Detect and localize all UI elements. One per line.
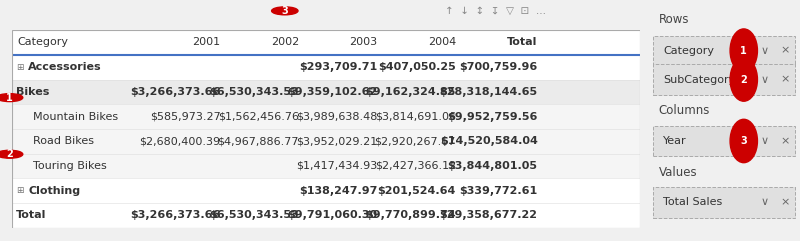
FancyBboxPatch shape	[12, 30, 640, 55]
Text: ×: ×	[780, 197, 790, 208]
Text: $201,524.64: $201,524.64	[378, 186, 456, 196]
Text: $138,247.97: $138,247.97	[299, 186, 378, 196]
Text: $3,989,638.48: $3,989,638.48	[296, 112, 378, 121]
FancyBboxPatch shape	[653, 126, 795, 156]
Text: $2,680,400.39: $2,680,400.39	[139, 136, 221, 146]
FancyBboxPatch shape	[12, 55, 640, 80]
Text: Bikes: Bikes	[16, 87, 49, 97]
Text: 2: 2	[740, 74, 747, 85]
Text: $3,266,373.66: $3,266,373.66	[130, 210, 221, 220]
Text: $9,162,324.85: $9,162,324.85	[366, 87, 456, 97]
Text: Total: Total	[16, 210, 46, 220]
Text: $3,814,691.06: $3,814,691.06	[375, 112, 456, 121]
Text: Mountain Bikes: Mountain Bikes	[34, 112, 118, 121]
Text: Touring Bikes: Touring Bikes	[34, 161, 107, 171]
Text: Year: Year	[663, 136, 687, 146]
Text: 2001: 2001	[192, 38, 221, 47]
Text: 2003: 2003	[350, 38, 378, 47]
Text: $6,530,343.53: $6,530,343.53	[210, 210, 299, 220]
Text: Rows: Rows	[658, 13, 689, 26]
Text: $9,770,899.74: $9,770,899.74	[366, 210, 456, 220]
Text: $6,530,343.53: $6,530,343.53	[210, 87, 299, 97]
FancyBboxPatch shape	[12, 203, 640, 228]
Text: ∨: ∨	[761, 74, 769, 85]
Text: $2,920,267.67: $2,920,267.67	[374, 136, 456, 146]
Circle shape	[730, 119, 758, 163]
Text: $1,562,456.76: $1,562,456.76	[218, 112, 299, 121]
Text: Road Bikes: Road Bikes	[34, 136, 94, 146]
Text: Clothing: Clothing	[28, 186, 81, 196]
Text: ∨: ∨	[761, 136, 769, 146]
Circle shape	[730, 29, 758, 72]
Text: ∨: ∨	[761, 197, 769, 208]
Text: $4,967,886.77: $4,967,886.77	[218, 136, 299, 146]
Text: ↑  ↓  ↕  ↧  ▽  ⊡  …: ↑ ↓ ↕ ↧ ▽ ⊡ …	[446, 6, 546, 16]
Text: 1: 1	[740, 46, 747, 56]
Text: ×: ×	[780, 74, 790, 85]
FancyBboxPatch shape	[12, 80, 640, 104]
Text: Columns: Columns	[658, 104, 710, 117]
Text: $14,520,584.04: $14,520,584.04	[440, 136, 538, 146]
Text: 2002: 2002	[270, 38, 299, 47]
Text: ×: ×	[780, 46, 790, 56]
Text: $585,973.27: $585,973.27	[150, 112, 221, 121]
Text: ⊞: ⊞	[16, 186, 23, 195]
Text: 2004: 2004	[428, 38, 456, 47]
Text: 3: 3	[282, 6, 288, 16]
FancyBboxPatch shape	[12, 154, 640, 178]
FancyBboxPatch shape	[12, 129, 640, 154]
Text: $28,318,144.65: $28,318,144.65	[439, 87, 538, 97]
Text: $407,050.25: $407,050.25	[378, 62, 456, 72]
Text: ×: ×	[780, 136, 790, 146]
Text: $9,359,102.62: $9,359,102.62	[287, 87, 378, 97]
Text: SubCategory: SubCategory	[663, 74, 735, 85]
Text: Category: Category	[17, 38, 68, 47]
FancyBboxPatch shape	[653, 187, 795, 217]
Text: $3,844,801.05: $3,844,801.05	[448, 161, 538, 171]
Text: ⊞: ⊞	[16, 63, 23, 72]
Text: $339,772.61: $339,772.61	[459, 186, 538, 196]
Text: $3,266,373.66: $3,266,373.66	[130, 87, 221, 97]
Text: $3,952,029.21: $3,952,029.21	[296, 136, 378, 146]
Text: 1: 1	[6, 93, 13, 103]
FancyBboxPatch shape	[653, 35, 795, 66]
Text: Accessories: Accessories	[28, 62, 102, 72]
Text: Total: Total	[507, 38, 538, 47]
Text: $1,417,434.93: $1,417,434.93	[296, 161, 378, 171]
Text: $29,358,677.22: $29,358,677.22	[440, 210, 538, 220]
Text: Total Sales: Total Sales	[663, 197, 722, 208]
FancyBboxPatch shape	[12, 178, 640, 203]
Text: $293,709.71: $293,709.71	[299, 62, 378, 72]
FancyBboxPatch shape	[12, 104, 640, 129]
Text: 2: 2	[6, 149, 13, 159]
Circle shape	[730, 58, 758, 101]
FancyBboxPatch shape	[12, 30, 640, 228]
Text: ∨: ∨	[761, 46, 769, 56]
Text: Values: Values	[658, 166, 698, 179]
Text: $700,759.96: $700,759.96	[459, 62, 538, 72]
Text: $2,427,366.12: $2,427,366.12	[374, 161, 456, 171]
Text: Category: Category	[663, 46, 714, 56]
FancyBboxPatch shape	[653, 64, 795, 94]
Text: $9,791,060.30: $9,791,060.30	[287, 210, 378, 220]
Text: 3: 3	[740, 136, 747, 146]
Text: $9,952,759.56: $9,952,759.56	[447, 112, 538, 121]
